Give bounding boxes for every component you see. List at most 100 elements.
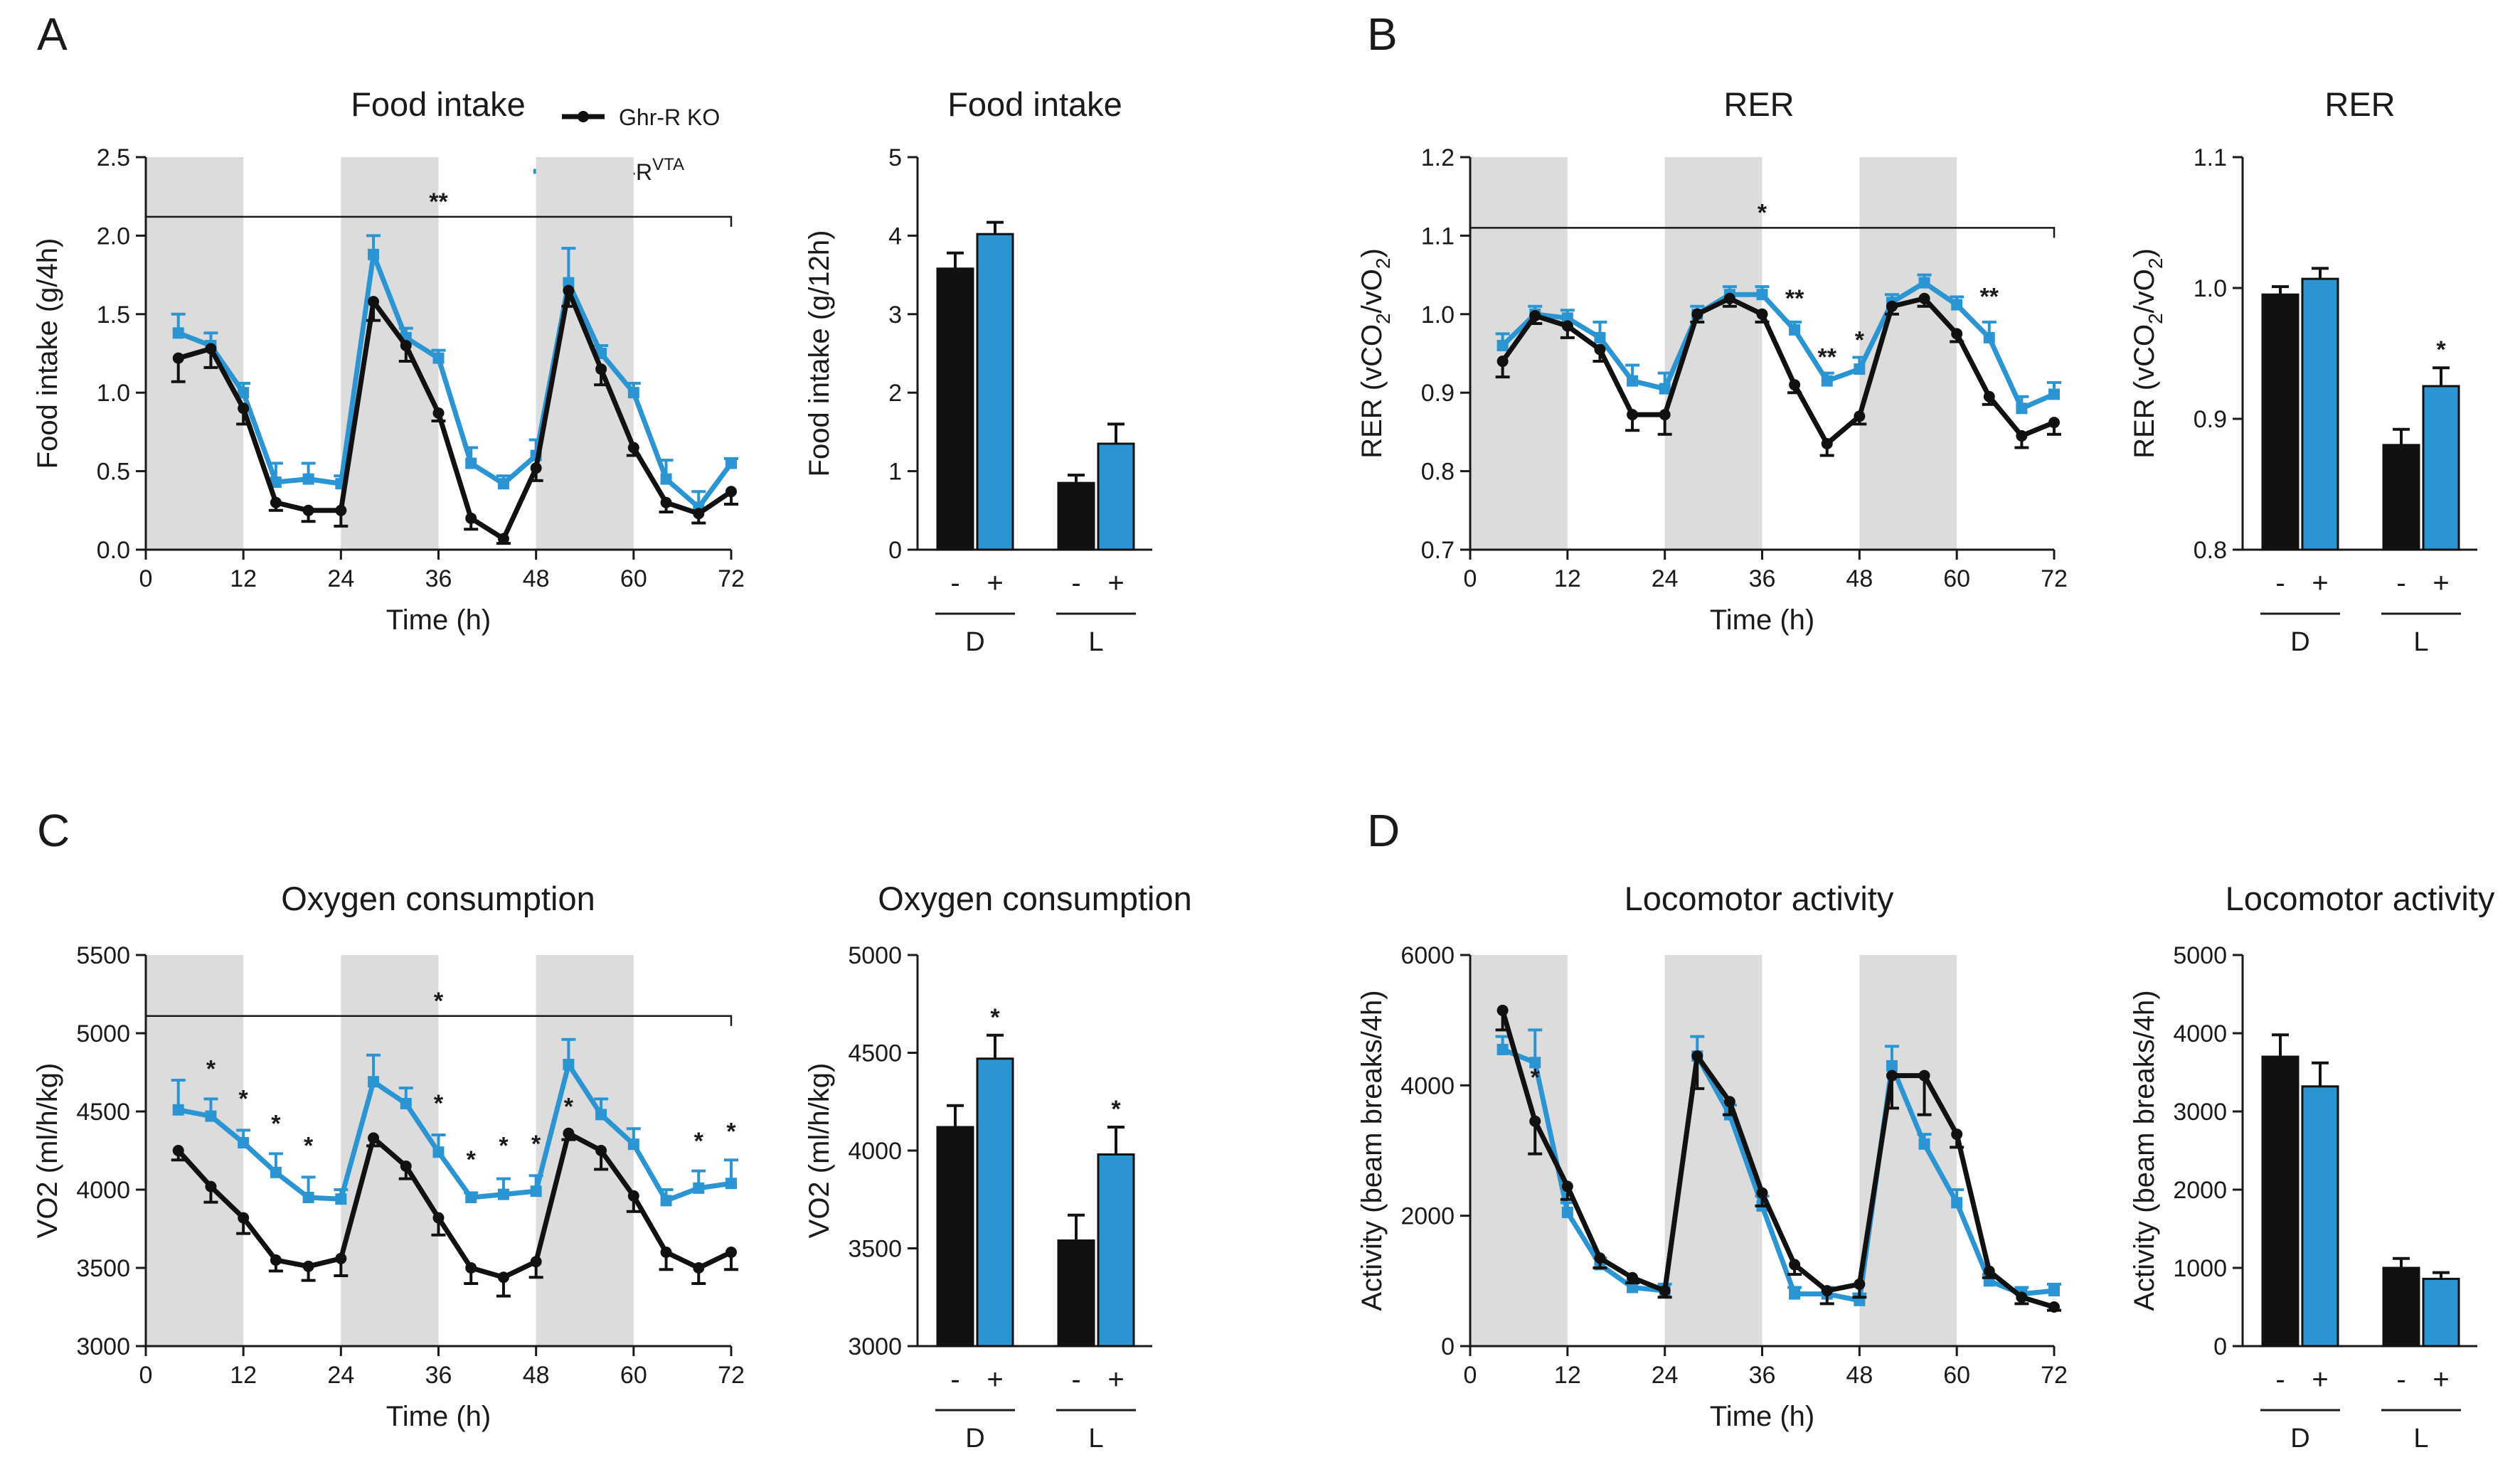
data-point-vta (2048, 1285, 2060, 1297)
data-point-ko (302, 1260, 314, 1272)
data-point-vta (1789, 324, 1801, 336)
x-tick-label: 12 (230, 565, 257, 592)
data-point-vta (2048, 388, 2060, 400)
x-tick-label: 72 (718, 1362, 745, 1389)
chart-title: Oxygen consumption (878, 880, 1192, 917)
y-axis-label: VO2 (ml/h/kg) (32, 1063, 63, 1239)
y-tick-label: 4000 (76, 1177, 130, 1204)
data-point-vta (205, 1110, 217, 1122)
bar-sign-label: + (1107, 1364, 1124, 1395)
bar-ko (2382, 1266, 2420, 1348)
dark-phase-shading (536, 157, 634, 550)
data-point-ko (1723, 292, 1735, 304)
data-point-ko (2016, 430, 2028, 442)
data-point-vta (1821, 375, 1833, 387)
bar-ko (1057, 481, 1095, 551)
y-tick-label: 5000 (848, 942, 902, 969)
data-point-ko (2048, 417, 2060, 429)
y-axis-label-part: ) (1356, 248, 1388, 257)
chart-title: Locomotor activity (2226, 880, 2495, 917)
data-point-ko (368, 1132, 380, 1144)
y-tick-label: 0.8 (1421, 459, 1455, 486)
data-point-ko (400, 1161, 412, 1172)
data-point-ko (1951, 1129, 1963, 1141)
x-tick-label: 0 (1464, 1362, 1477, 1389)
data-point-ko (172, 1145, 184, 1156)
data-point-ko (1561, 320, 1573, 332)
data-point-vta (627, 1138, 639, 1151)
data-point-ko (1983, 1265, 1995, 1277)
data-point-ko (497, 1271, 509, 1284)
bar-vta (976, 1057, 1014, 1348)
chart-title: Food intake (351, 85, 526, 123)
significance-star: * (694, 1128, 704, 1155)
data-point-ko (302, 504, 314, 516)
bar-sign-label: - (2275, 1364, 2285, 1395)
x-axis-label: Time (h) (1710, 1401, 1814, 1432)
significance-bracket (144, 1015, 733, 1026)
significance-star: * (304, 1132, 314, 1159)
dark-phase-shading (1470, 157, 1568, 550)
data-point-vta (1627, 375, 1639, 387)
data-point-vta (693, 1182, 705, 1194)
significance-star: * (2436, 336, 2446, 363)
data-point-ko (1496, 356, 1509, 368)
data-point-ko (1789, 1259, 1801, 1271)
x-tick-label: 24 (327, 565, 354, 592)
data-point-ko (627, 442, 639, 454)
data-point-vta (1496, 339, 1509, 351)
panel-letter-c: C (37, 805, 70, 856)
x-tick-label: 24 (1652, 1362, 1679, 1389)
series-line-vta (177, 252, 733, 510)
x-tick-label: 48 (523, 565, 550, 592)
y-tick-label: 5000 (2173, 942, 2227, 969)
data-point-vta (270, 1166, 282, 1178)
data-point-vta (302, 473, 314, 485)
legend-vta-sup: VTA (652, 155, 684, 174)
bar-ko (1057, 1239, 1095, 1348)
y-tick-label: 4 (888, 223, 902, 250)
chart-food-intake-timecourse: Food intake 0.0 0.5 1.0 1.5 2.0 2.5 0 12 24 36 48 60… (32, 85, 745, 636)
x-tick-label: 72 (718, 565, 745, 592)
data-point-vta (238, 387, 250, 399)
y-tick-label: 2.0 (97, 223, 130, 250)
significance-bracket (1469, 227, 2056, 238)
data-point-ko (1756, 308, 1768, 320)
x-tick-label: 36 (425, 565, 452, 592)
significance-label: * (434, 988, 444, 1015)
data-point-vta (335, 1193, 347, 1205)
significance-star: ** (1980, 284, 1999, 311)
dark-phase-shading (536, 955, 634, 1346)
x-tick-label: 60 (1943, 1362, 1970, 1389)
y-tick-label: 2 (888, 380, 902, 407)
x-tick-label: 72 (2041, 1362, 2068, 1389)
data-point-vta (1886, 1060, 1898, 1072)
y-axis-label: Food intake (g/12h) (804, 230, 835, 477)
y-tick-label: 0 (888, 537, 902, 564)
significance-star: * (1111, 1096, 1121, 1123)
data-point-vta (595, 1109, 607, 1121)
y-tick-label: 0.5 (97, 459, 130, 486)
data-point-vta (432, 352, 445, 364)
y-axis-label-part: RER (vCO (1356, 324, 1388, 459)
y-tick-label: 5000 (76, 1020, 130, 1047)
significance-star: * (499, 1132, 509, 1159)
data-point-ko (1951, 328, 1963, 340)
bar-ko (936, 1126, 974, 1348)
y-tick-label: 1000 (2173, 1255, 2227, 1282)
significance-star: * (206, 1056, 216, 1083)
y-tick-label: 0 (2213, 1333, 2227, 1360)
x-tick-label: 0 (1464, 565, 1477, 592)
data-point-vta (497, 478, 509, 490)
y-axis-label-part: 2 (1372, 313, 1394, 324)
data-point-ko (238, 1212, 250, 1224)
x-tick-label: 24 (1652, 565, 1679, 592)
group-label: D (965, 627, 984, 657)
bar-ko (936, 267, 974, 551)
y-axis-label: Activity (beam breaks/4h) (1356, 990, 1388, 1311)
x-tick-label: 72 (2041, 565, 2068, 592)
y-tick-label: 1.0 (2194, 275, 2227, 302)
data-point-ko (693, 508, 705, 520)
data-point-ko (1627, 1271, 1639, 1284)
